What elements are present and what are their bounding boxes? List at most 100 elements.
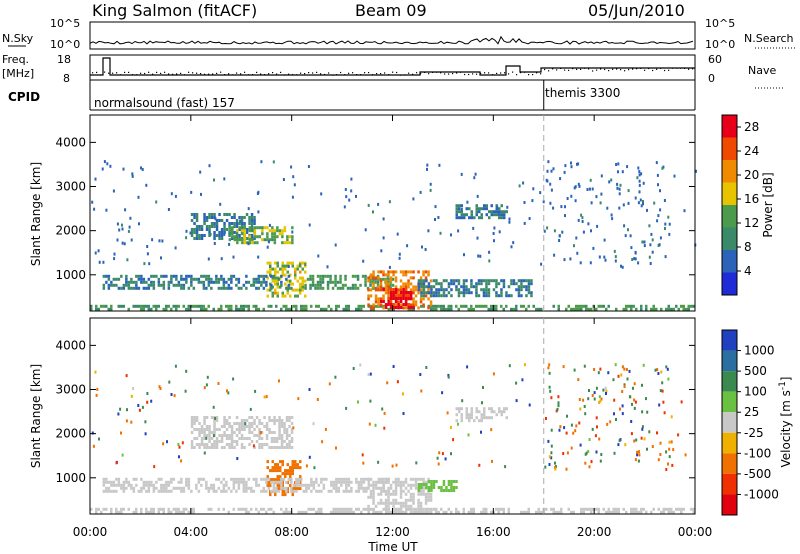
echo-cell [258, 422, 261, 425]
nave-dot [100, 74, 102, 76]
echo-cell [452, 489, 456, 492]
echo-cell [195, 304, 198, 308]
echo-cell [394, 279, 398, 283]
echo-cell [320, 480, 323, 484]
echo-cell [237, 307, 240, 311]
echo-cell [233, 235, 237, 239]
echo-cell [193, 446, 196, 449]
echo-cell [281, 294, 284, 298]
echo-cell [233, 225, 236, 228]
echo-cell [144, 432, 147, 436]
echo-cell [180, 510, 183, 514]
echo-cell [140, 307, 143, 311]
echo-cell [392, 498, 395, 502]
echo-cell [207, 489, 211, 493]
echo-cell [447, 375, 450, 379]
echo-cell [636, 453, 639, 457]
echo-cell [599, 459, 602, 463]
echo-cell [474, 172, 477, 176]
echo-cell [285, 277, 288, 281]
echo-cell [645, 307, 648, 311]
echo-cell [170, 277, 173, 281]
echo-cell [135, 507, 138, 511]
echo-cell [253, 237, 256, 240]
echo-cell [502, 510, 505, 514]
echo-cell [185, 477, 188, 481]
echo-cell [291, 241, 294, 245]
echo-cell [652, 304, 655, 308]
echo-cell [394, 285, 398, 289]
echo-cell [113, 252, 116, 256]
echo-cell [392, 510, 395, 514]
echo-cell [424, 492, 428, 496]
echo-cell [482, 507, 485, 511]
nave-dot [148, 71, 150, 73]
echo-cell [152, 280, 156, 284]
echo-cell [315, 480, 318, 484]
echo-cell [218, 219, 221, 222]
echo-cell [193, 419, 196, 422]
echo-cell [369, 372, 372, 376]
echo-cell [640, 510, 643, 514]
echo-cell [658, 243, 661, 247]
echo-cell [391, 464, 394, 468]
echo-cell [222, 280, 226, 284]
echo-cell [286, 463, 289, 467]
echo-cell [260, 431, 264, 434]
echo-cell [402, 291, 405, 294]
echo-cell [417, 510, 420, 514]
echo-cell [255, 416, 259, 419]
echo-cell [447, 304, 450, 308]
echo-cell [585, 307, 588, 311]
echo-cell [271, 466, 274, 470]
echo-cell [598, 395, 601, 399]
echo-cell [262, 277, 266, 281]
echo-cell [661, 166, 664, 170]
echo-cell [235, 225, 239, 228]
echo-cell [382, 270, 385, 274]
echo-cell [126, 408, 128, 412]
echo-cell [347, 480, 351, 484]
echo-cell [230, 307, 233, 311]
echo-cell [145, 510, 148, 514]
echo-cell [305, 510, 308, 514]
echo-cell [468, 416, 471, 420]
echo-cell [640, 307, 643, 311]
echo-cell [364, 228, 367, 232]
echo-cell [365, 507, 368, 511]
echo-cell [220, 304, 223, 308]
echo-cell [440, 294, 443, 298]
echo-cell [276, 475, 279, 479]
echo-cell [430, 489, 433, 492]
echo-cell [574, 199, 577, 203]
echo-cell [112, 480, 116, 484]
echo-cell [404, 297, 408, 300]
echo-cell [572, 307, 575, 311]
echo-cell [642, 200, 644, 203]
echo-cell [550, 451, 553, 455]
echo-cell [372, 273, 375, 277]
echo-cell [165, 304, 168, 308]
echo-cell [278, 229, 282, 233]
echo-cell [271, 285, 274, 289]
echo-cell [578, 421, 581, 425]
echo-cell [634, 196, 637, 200]
echo-cell [661, 389, 664, 393]
echo-cell [335, 446, 337, 450]
echo-cell [285, 304, 288, 308]
colorbar-tick-label: 100 [744, 385, 767, 399]
echo-cell [297, 477, 301, 481]
echo-cell [419, 504, 423, 508]
echo-cell [307, 483, 311, 487]
echo-cell [165, 483, 168, 487]
echo-cell [596, 224, 599, 228]
echo-cell [203, 422, 206, 425]
echo-cell [495, 285, 498, 289]
echo-cell [377, 460, 380, 464]
date-title: 05/Jun/2010 [588, 1, 685, 20]
echo-cell [193, 422, 196, 425]
echo-cell [495, 294, 498, 298]
echo-cell [407, 291, 410, 294]
echo-cell [633, 382, 636, 386]
